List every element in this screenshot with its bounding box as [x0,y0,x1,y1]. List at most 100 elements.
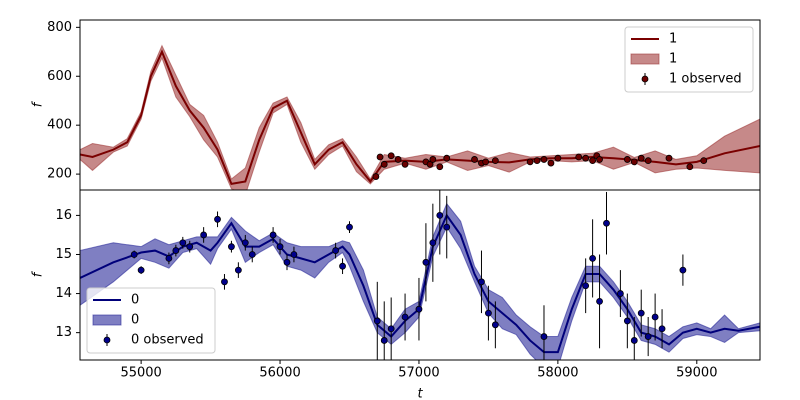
legend-label: 1 observed [669,72,742,87]
observed-point [582,154,590,162]
y-tick-label: 800 [47,20,72,35]
observed-point [387,325,395,333]
observed-point [616,290,624,297]
observed-point [644,333,652,340]
legend-label: 0 observed [131,333,204,348]
observed-point [165,254,173,262]
observed-point [200,231,208,239]
observed-point [637,154,645,162]
y-tick-label: 13 [55,325,72,340]
observed-point [651,313,659,321]
panel: 200 400 600 800 f 1 1 1 observed [31,19,761,191]
y-tick-label: 200 [47,167,72,182]
observed-point [665,154,673,162]
x-tick-label: 58000 [537,366,578,381]
x-axis-label: t [417,387,423,400]
y-tick-label: 15 [55,247,72,262]
legend-box [624,26,754,93]
observed-point [471,156,478,163]
observed-point [547,159,555,167]
plot-area [80,190,760,360]
y-tick-label: 14 [55,286,72,301]
observed-point [346,223,353,231]
legend-patch [92,314,122,326]
legend-label: 1 [669,32,677,47]
observed-point [589,254,597,262]
observed-point [130,251,138,258]
legend-patch [630,53,660,65]
observed-point [589,157,597,165]
legend-box [86,287,216,354]
observed-point [637,309,645,317]
legend-marker [641,75,649,83]
observed-point [540,156,548,163]
observed-point [429,239,437,247]
observed-point [623,156,631,163]
observed-point [443,223,451,231]
legend: 0 0 0 observed [86,287,216,354]
x-tick-label: 59000 [676,366,717,381]
observed-point [290,251,298,258]
legend-label: 0 [131,293,139,308]
confidence-band [80,202,760,360]
observed-point [373,317,381,325]
observed-point [276,243,284,251]
observed-point [658,325,666,333]
observed-point [582,282,590,290]
axes-frame [79,189,761,361]
observed-point [630,337,638,344]
observed-point [686,163,694,171]
observed-point [482,158,490,166]
observed-point [137,266,145,274]
observed-point [540,333,548,340]
observed-point [372,173,380,180]
observed-point [491,157,499,165]
observed-point [679,266,687,274]
x-tick-label: 56000 [259,366,300,381]
confidence-band [80,44,760,190]
observed-point [380,337,388,344]
observed-point [186,243,194,251]
observed-point [228,243,235,251]
observed-point [401,160,409,168]
observed-point [269,231,277,239]
observed-point [401,313,409,321]
mean-line [80,49,760,186]
observed-point [179,239,187,247]
legend-label: 1 [669,52,677,67]
observed-point [429,156,437,163]
observed-point [422,258,430,266]
observed-point [485,309,492,317]
observed-point [700,157,708,165]
observed-point [644,157,652,165]
observed-point [630,158,638,166]
y-tick-label: 16 [55,208,72,223]
observed-point [623,317,631,325]
observed-point [554,154,562,162]
plot-area [80,44,760,190]
observed-point [575,153,583,161]
legend-label: 0 [131,313,139,328]
x-tick-label: 55000 [120,366,161,381]
panel: 13 14 15 16 55000 56000 57000 58000 59000 f t 0 0 0 o… [31,189,761,400]
observed-point [415,305,423,313]
observed-point [596,156,603,163]
observed-point [491,321,499,329]
y-axis-label: f [31,270,46,277]
y-axis-label: f [31,100,46,107]
y-tick-label: 600 [47,69,72,84]
legend-marker [103,336,111,344]
observed-point [241,239,249,247]
observed-point [387,152,395,160]
observed-point [443,154,451,162]
observed-point [339,262,346,270]
observed-point [526,158,534,166]
observed-point [234,266,242,274]
observed-point [603,219,610,227]
observed-point [436,212,444,219]
x-tick-label: 57000 [398,366,439,381]
observed-point [478,278,485,286]
observed-point [221,278,228,286]
observed-point [596,297,603,305]
